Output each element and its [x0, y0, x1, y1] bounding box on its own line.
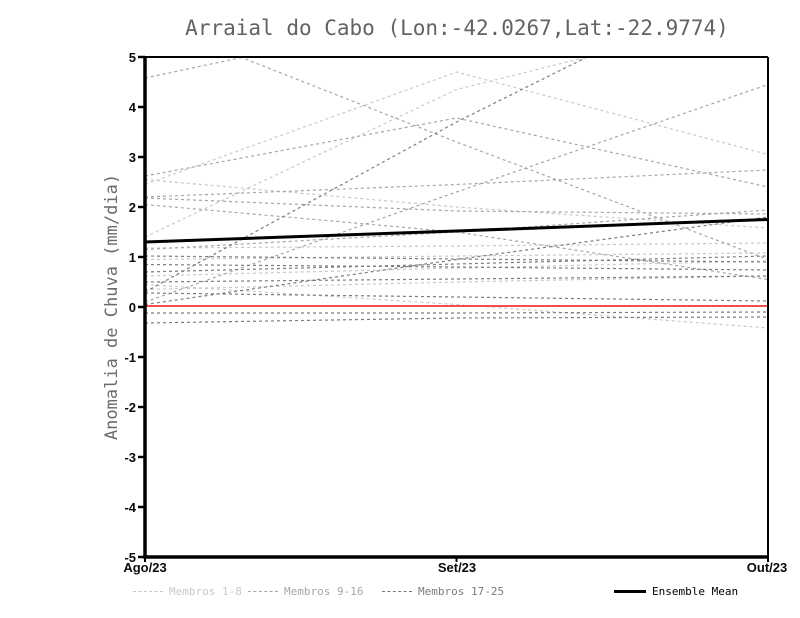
y-tick-label: -3	[124, 450, 136, 465]
plot-area	[145, 57, 768, 329]
solid-line-sample-icon	[614, 589, 646, 593]
ensemble-member-line	[145, 209, 768, 251]
x-tick-label-out: Out/23	[746, 560, 788, 575]
ensemble-member-line	[145, 57, 590, 238]
y-tick-label: 3	[128, 150, 136, 165]
legend-label: Membros 9-16	[284, 585, 364, 598]
ensemble-member-line	[145, 311, 768, 314]
ensemble-member-line	[145, 252, 768, 261]
y-tick-label: -2	[124, 400, 136, 415]
chart-title: Arraial do Cabo (Lon:-42.0267,Lat:-22.97…	[185, 16, 729, 40]
dashed-line-sample-icon	[133, 590, 163, 592]
ensemble-member-line	[145, 260, 768, 277]
legend-label: Membros 17-25	[418, 585, 505, 598]
ensemble-member-line	[145, 275, 768, 291]
legend-item-membros-1-8: Membros 1-8	[133, 585, 242, 599]
ensemble-member-line	[145, 178, 768, 229]
ensemble-member-line	[145, 197, 768, 215]
ensemble-member-line	[145, 316, 768, 324]
plot-frame	[138, 55, 769, 562]
legend-item-ensemble-mean: Ensemble Mean	[614, 585, 738, 599]
y-tick-label: -1	[124, 350, 136, 365]
ensemble-member-line	[145, 242, 768, 249]
y-tick-label: 5	[128, 50, 136, 65]
ensemble-member-line	[145, 57, 589, 293]
ensemble-member-line	[145, 283, 768, 329]
legend-label: Membros 1-8	[169, 585, 242, 598]
legend-label: Ensemble Mean	[652, 585, 739, 598]
y-tick-label: -4	[124, 500, 136, 515]
legend-item-membros-17-25: Membros 17-25	[382, 585, 504, 599]
ensemble-member-line	[145, 216, 768, 306]
ensemble-member-line	[145, 117, 768, 188]
y-tick-label: 4	[128, 100, 136, 115]
ensemble-member-line	[145, 255, 768, 263]
legend-item-membros-9-16: Membros 9-16	[248, 585, 363, 599]
ensemble-member-line	[145, 255, 768, 273]
dashed-line-sample-icon	[248, 590, 278, 592]
ensemble-member-line	[145, 275, 768, 283]
y-tick-label: 0	[128, 300, 136, 315]
ensemble-member-line	[145, 169, 768, 198]
ensemble-member-line	[145, 292, 768, 302]
y-tick-label: 1	[128, 250, 136, 265]
x-tick-label-ago: Ago/23	[123, 560, 167, 575]
ensemble-member-line	[145, 71, 768, 186]
x-tick-label-set: Set/23	[437, 560, 477, 575]
ensemble-member-line	[145, 203, 768, 281]
ensemble-mean-line	[145, 218, 768, 244]
ensemble-member-line	[145, 263, 768, 271]
y-tick-label: 2	[128, 200, 136, 215]
dashed-line-sample-icon	[382, 590, 412, 592]
y-tick-label: -5	[124, 550, 136, 565]
